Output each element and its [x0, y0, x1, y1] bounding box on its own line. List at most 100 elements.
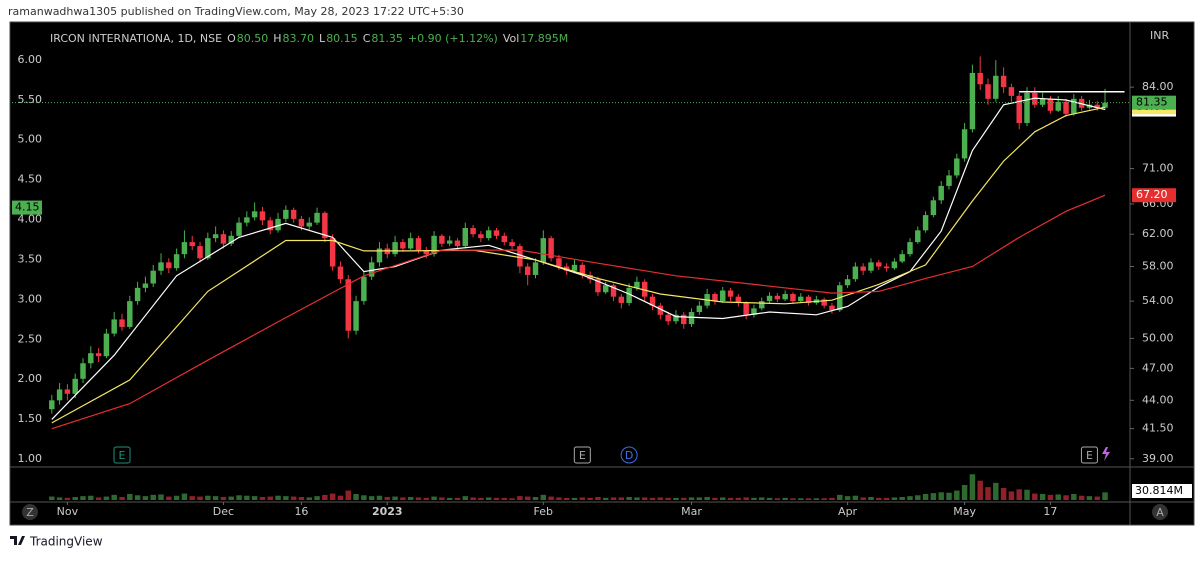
volume-bar: [688, 497, 695, 500]
legend-value: 80.15: [326, 32, 358, 45]
volume-bar: [361, 495, 367, 500]
candle-body: [361, 276, 367, 302]
y2-tick-label: 3.50: [18, 252, 43, 265]
candle-body: [322, 212, 328, 239]
candle-body: [1008, 87, 1015, 96]
y-tick-label: 84.00: [1142, 80, 1174, 93]
volume-bar: [259, 497, 266, 500]
event-badge: [620, 446, 638, 464]
volume-bar: [704, 497, 710, 500]
y2-tick-label: 5.50: [18, 93, 43, 106]
volume-bar: [478, 497, 484, 500]
volume-bar: [462, 496, 469, 500]
legend-key: Vol: [503, 32, 519, 45]
volume-bar: [251, 496, 258, 500]
volume-bar: [571, 497, 578, 500]
header: ramanwadhwa1305 published on TradingView…: [8, 5, 464, 18]
candle-body: [922, 215, 929, 231]
volume-bar: [595, 497, 601, 500]
candle-body: [727, 290, 734, 297]
auto-button-label[interactable]: A: [1156, 506, 1164, 519]
volume-bar: [56, 497, 63, 500]
candle-body: [415, 238, 422, 251]
volume-bar: [860, 497, 866, 500]
volume-bar: [470, 497, 476, 500]
moving-average: [51, 97, 1106, 420]
volume-bar: [228, 496, 234, 500]
x-tick-label: Feb: [534, 505, 553, 518]
scale-button-label[interactable]: Z: [26, 506, 34, 519]
event-badge: [573, 446, 591, 464]
candle-body: [111, 319, 117, 334]
candle-body: [158, 262, 164, 271]
candle-body: [407, 238, 414, 249]
volume-bar: [1102, 492, 1108, 500]
y2-tag-bg: [12, 200, 42, 215]
volume-bar: [852, 495, 859, 500]
volume-bar: [1086, 496, 1093, 500]
candle-body: [790, 294, 796, 302]
volume-bar: [306, 497, 312, 500]
x-tick-label: 17: [1043, 505, 1057, 518]
volume-bar: [322, 494, 328, 500]
scale-button[interactable]: [22, 504, 38, 520]
candle-body: [493, 230, 500, 236]
volume-bar: [681, 497, 687, 500]
volume-bar: [329, 493, 336, 500]
volume-bar: [821, 498, 827, 500]
volume-bar: [798, 498, 804, 500]
volume-bar: [1047, 494, 1054, 500]
volume-bar: [969, 474, 976, 500]
candle-body: [891, 261, 898, 269]
volume-bar: [205, 495, 211, 500]
candle-body: [735, 296, 742, 303]
volume-bar: [556, 497, 562, 500]
candle-body: [64, 389, 71, 394]
y-tick-label: 71.00: [1142, 162, 1174, 175]
candle-body: [431, 235, 437, 255]
candle-body: [696, 305, 703, 313]
volume-bar: [1063, 495, 1069, 500]
y-tick-label: 54.00: [1142, 294, 1174, 307]
moving-average: [51, 106, 1106, 424]
candle-body: [540, 238, 547, 263]
volume-bar: [134, 495, 141, 500]
y-tick-label: 41.50: [1142, 422, 1174, 435]
logo: [10, 536, 25, 545]
volume-bar: [493, 497, 500, 500]
volume-bar: [930, 493, 937, 500]
event-label: E: [119, 449, 126, 462]
volume-bar: [673, 497, 679, 500]
candle-body: [181, 242, 188, 255]
footer: TradingView: [29, 535, 103, 549]
candle-body: [595, 279, 601, 293]
volume-bar: [173, 495, 180, 500]
event-label: E: [579, 449, 586, 462]
candle-body: [907, 242, 913, 255]
y-tick-label: 47.00: [1142, 361, 1174, 374]
volume-bar: [376, 495, 383, 500]
volume-bar: [649, 497, 656, 500]
event-badge: [113, 446, 131, 464]
volume-bar: [72, 497, 78, 500]
volume-bar: [314, 496, 320, 500]
candle-body: [720, 290, 726, 302]
candle-body: [142, 283, 149, 288]
volume-bar: [181, 493, 188, 500]
candle-body: [548, 238, 554, 259]
candle-body: [95, 353, 102, 357]
candle-body: [868, 262, 874, 271]
candle-body: [439, 235, 445, 244]
legend: IRCON INTERNATIONA, 1D, NSE O 80.50 H 83.70 L…: [50, 32, 568, 45]
y-tick-label: 58.00: [1142, 260, 1174, 273]
auto-button[interactable]: [1152, 504, 1168, 520]
candle-body: [283, 209, 289, 219]
volume-bar: [790, 498, 796, 500]
volume-bar: [961, 485, 968, 500]
candle-body: [946, 175, 952, 186]
y2-tick-label: 2.50: [18, 332, 43, 345]
candle-body: [478, 234, 484, 239]
volume-bar: [829, 497, 835, 500]
candle-body: [805, 296, 812, 303]
